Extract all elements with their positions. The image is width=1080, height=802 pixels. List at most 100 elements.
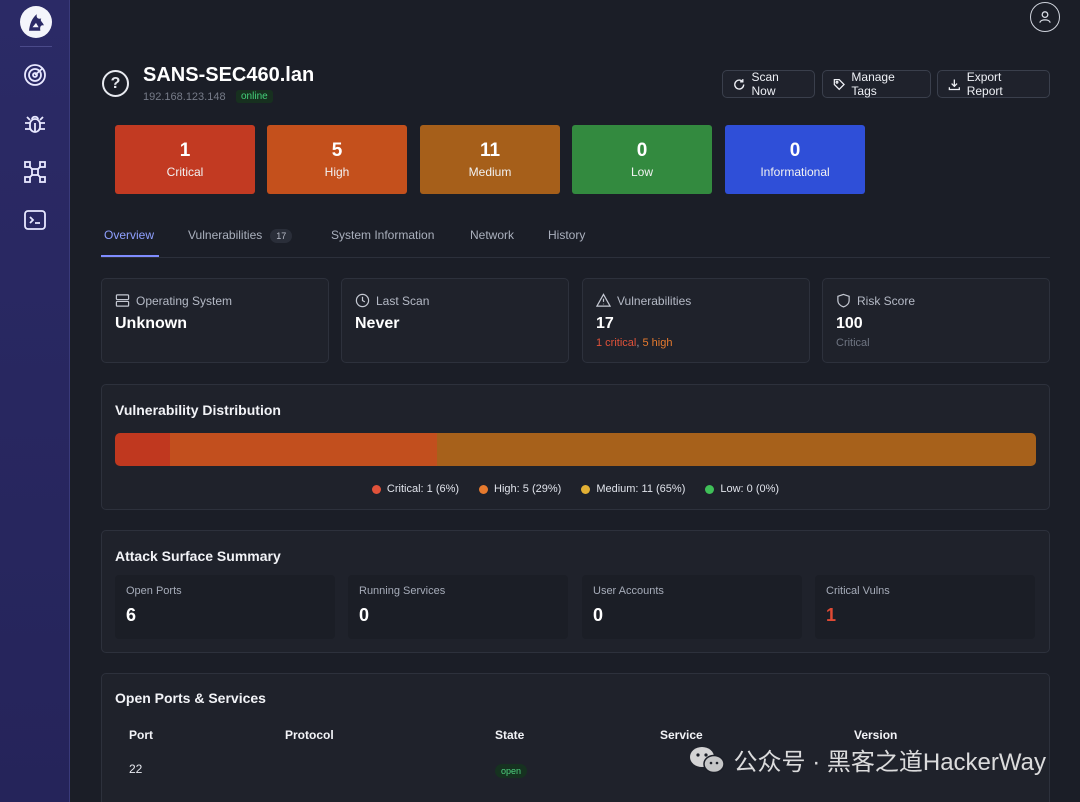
separator-text: , xyxy=(636,337,643,349)
port-cell: 22 xyxy=(129,762,143,776)
terminal-icon[interactable] xyxy=(20,205,50,235)
attack-surface-card: Attack Surface Summary Open Ports 6 Runn… xyxy=(101,530,1050,653)
stat-card-os: Operating System Unknown xyxy=(101,278,329,363)
radar-icon[interactable] xyxy=(20,60,50,90)
sidebar xyxy=(0,0,70,802)
network-icon[interactable] xyxy=(20,157,50,187)
stat-header: Vulnerabilities xyxy=(596,293,691,308)
warning-icon xyxy=(596,293,611,307)
tab-overview[interactable]: Overview xyxy=(104,228,155,242)
legend-label: Medium: 11 (65%) xyxy=(596,483,686,495)
export-report-button[interactable]: Export Report xyxy=(937,70,1050,98)
severity-card-medium[interactable]: 11 Medium xyxy=(420,125,560,194)
severity-card-informational[interactable]: 0 Informational xyxy=(725,125,865,194)
bug-icon[interactable] xyxy=(20,109,50,139)
scan-now-button[interactable]: Scan Now xyxy=(722,70,815,98)
column-header-service[interactable]: Service xyxy=(660,728,703,742)
tab-label: Vulnerabilities xyxy=(188,228,263,242)
legend-item: Critical: 1 (6%) xyxy=(371,483,460,495)
attack-surface-cell-critical-vulns: Critical Vulns 1 xyxy=(815,575,1035,639)
severity-label: Critical xyxy=(166,165,204,179)
stat-label: Operating System xyxy=(136,293,233,308)
legend-label: Critical: 1 (6%) xyxy=(386,483,460,495)
host-ip: 192.168.123.148 xyxy=(143,91,226,103)
shield-icon xyxy=(837,293,850,308)
download-icon xyxy=(948,79,960,90)
severity-label: Informational xyxy=(760,165,830,179)
question-circle-icon: ? xyxy=(102,70,129,97)
cell-label: Open Ports xyxy=(126,585,182,597)
legend-item: Low: 0 (0%) xyxy=(705,483,779,495)
severity-card-high[interactable]: 5 High xyxy=(267,125,407,194)
severity-label: Medium xyxy=(468,165,512,179)
severity-count: 1 xyxy=(179,140,191,161)
state-badge: open xyxy=(495,764,528,778)
watermark: 公众号 · 黑客之道HackerWay xyxy=(688,742,1046,777)
watermark-text: 公众号 · 黑客之道HackerWay xyxy=(733,749,1046,776)
cell-label: Running Services xyxy=(359,585,446,597)
stat-header: Last Scan xyxy=(355,293,429,308)
tab-network[interactable]: Network xyxy=(470,228,515,242)
legend-dot-icon xyxy=(581,484,591,494)
stat-value: 17 xyxy=(596,315,614,332)
stat-card-vulnerabilities: Vulnerabilities 17 1 critical, 5 high xyxy=(582,278,810,363)
wechat-icon xyxy=(689,746,725,773)
stat-header: Operating System xyxy=(115,293,232,308)
stat-value: Unknown xyxy=(115,315,187,332)
main-content: ? SANS-SEC460.lan 192.168.123.148 online… xyxy=(70,0,1080,802)
cell-value: 0 xyxy=(359,605,370,625)
tag-icon xyxy=(833,78,845,90)
stat-value: Never xyxy=(355,315,400,332)
column-header-state[interactable]: State xyxy=(495,728,525,742)
user-avatar-icon[interactable] xyxy=(1030,2,1060,32)
manage-tags-button[interactable]: Manage Tags xyxy=(822,70,931,98)
distribution-segment xyxy=(115,433,171,466)
legend-item: High: 5 (29%) xyxy=(479,483,561,495)
severity-card-low[interactable]: 0 Low xyxy=(572,125,712,194)
cell-value: 6 xyxy=(126,605,137,625)
severity-count: 0 xyxy=(789,140,801,161)
refresh-icon xyxy=(734,78,745,90)
section-title: Attack Surface Summary xyxy=(115,548,281,564)
distribution-segment xyxy=(170,433,438,466)
severity-count: 0 xyxy=(636,140,648,161)
column-header-port[interactable]: Port xyxy=(129,728,153,742)
column-header-protocol[interactable]: Protocol xyxy=(285,728,334,742)
high-count-text: 5 high xyxy=(642,337,673,349)
legend-dot-icon xyxy=(705,484,715,494)
tab-system-information[interactable]: System Information xyxy=(331,228,435,242)
distribution-legend: Critical: 1 (6%) High: 5 (29%) Medium: 11 … xyxy=(102,483,1049,495)
section-title: Vulnerability Distribution xyxy=(115,402,281,418)
tab-bar: Overview Vulnerabilities 17 System Inform… xyxy=(101,222,1050,258)
export-report-label: Export Report xyxy=(966,70,1003,98)
distribution-bar xyxy=(115,433,1036,466)
attack-surface-cell-running-services: Running Services 0 xyxy=(348,575,568,639)
cell-value: 0 xyxy=(593,605,604,625)
stat-header: Risk Score xyxy=(836,293,915,308)
attack-surface-cell-user-accounts: User Accounts 0 xyxy=(582,575,802,639)
legend-dot-icon xyxy=(371,484,381,494)
host-name: SANS-SEC460.lan xyxy=(143,64,315,86)
tab-count-badge: 17 xyxy=(270,229,293,243)
stat-label: Risk Score xyxy=(857,293,916,308)
legend-label: High: 5 (29%) xyxy=(494,483,562,495)
tab-history[interactable]: History xyxy=(548,228,586,242)
severity-card-critical[interactable]: 1 Critical xyxy=(115,125,255,194)
wolf-logo-icon[interactable] xyxy=(20,6,52,38)
cell-value: 1 xyxy=(826,605,837,625)
severity-label: Low xyxy=(630,165,653,179)
distribution-segment xyxy=(437,433,1036,466)
cell-label: Critical Vulns xyxy=(826,585,890,597)
tab-vulnerabilities[interactable]: Vulnerabilities 17 xyxy=(188,228,293,243)
stat-label: Vulnerabilities xyxy=(617,293,692,308)
critical-count-text: 1 critical xyxy=(596,337,637,349)
legend-dot-icon xyxy=(479,484,489,494)
stat-card-risk-score: Risk Score 100 Critical xyxy=(822,278,1050,363)
sidebar-divider xyxy=(20,46,52,47)
clock-icon xyxy=(355,293,370,308)
cell-label: User Accounts xyxy=(593,585,664,597)
stat-card-last-scan: Last Scan Never xyxy=(341,278,569,363)
legend-item: Medium: 11 (65%) xyxy=(581,483,685,495)
manage-tags-label: Manage Tags xyxy=(851,70,895,98)
column-header-version[interactable]: Version xyxy=(854,728,898,742)
